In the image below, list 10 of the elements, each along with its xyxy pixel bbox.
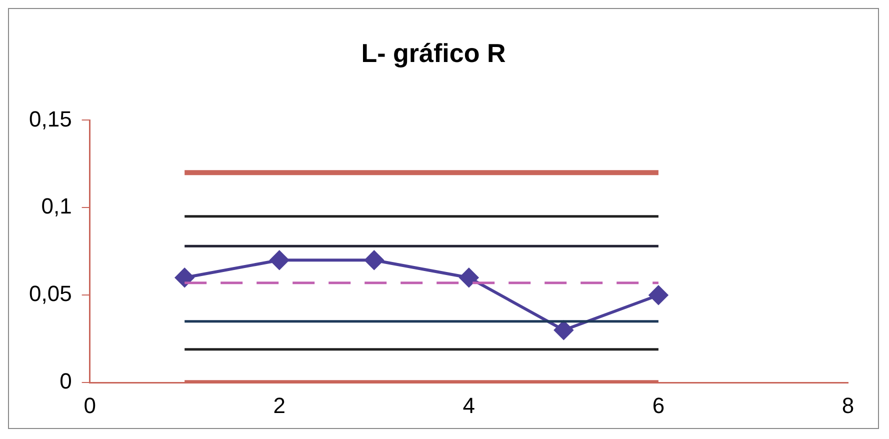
y-tick-label: 0,15	[28, 106, 72, 132]
x-tick-label: 2	[273, 392, 286, 418]
x-tick-label: 0	[84, 392, 96, 418]
x-tick-label: 6	[652, 392, 665, 418]
x-tick-label: 4	[462, 392, 476, 418]
y-tick-label: 0,05	[28, 281, 72, 306]
x-tick-label: 8	[842, 392, 854, 418]
y-tick-label: 0,1	[41, 194, 72, 219]
y-tick-label: 0	[60, 368, 72, 394]
chart-title: L- gráfico R	[361, 38, 506, 68]
